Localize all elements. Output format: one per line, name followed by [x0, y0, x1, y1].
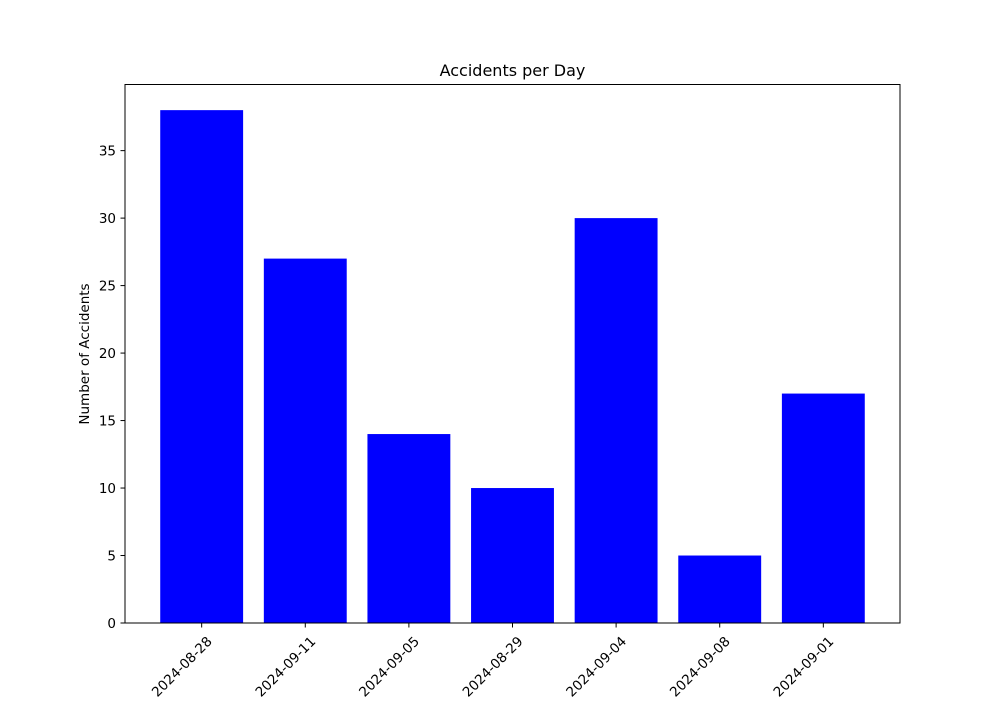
x-tick-label: 2024-09-01 [771, 634, 838, 700]
bar-2024-09-08 [678, 555, 762, 623]
chart-title: Accidents per Day [440, 61, 586, 80]
bar-2024-08-28 [160, 110, 244, 623]
y-tick-label: 30 [99, 211, 116, 227]
x-tick-label: 2024-09-08 [667, 634, 734, 700]
x-tick-label: 2024-09-04 [563, 634, 630, 700]
y-tick-label: 5 [107, 549, 116, 565]
x-tick-label: 2024-09-11 [252, 634, 319, 700]
y-tick-label: 25 [99, 279, 116, 295]
y-tick-label: 15 [99, 414, 116, 430]
x-tick-label: 2024-09-05 [356, 634, 423, 700]
bar-2024-09-11 [263, 258, 347, 623]
plot-area-frame [124, 84, 901, 624]
x-tick-label: 2024-08-28 [149, 634, 216, 700]
x-tick-label: 2024-08-29 [460, 634, 527, 700]
y-tick-label: 10 [99, 481, 116, 497]
bar-2024-09-04 [574, 218, 658, 623]
bar-2024-09-01 [781, 393, 865, 623]
bar-2024-08-29 [471, 488, 554, 623]
y-tick-label: 0 [107, 616, 116, 632]
bars-layer [160, 110, 865, 623]
y-tick-label: 20 [99, 346, 116, 362]
y-tick-label: 35 [99, 144, 116, 160]
y-axis-label: Number of Accidents [77, 283, 93, 424]
bar-2024-09-05 [367, 434, 451, 623]
